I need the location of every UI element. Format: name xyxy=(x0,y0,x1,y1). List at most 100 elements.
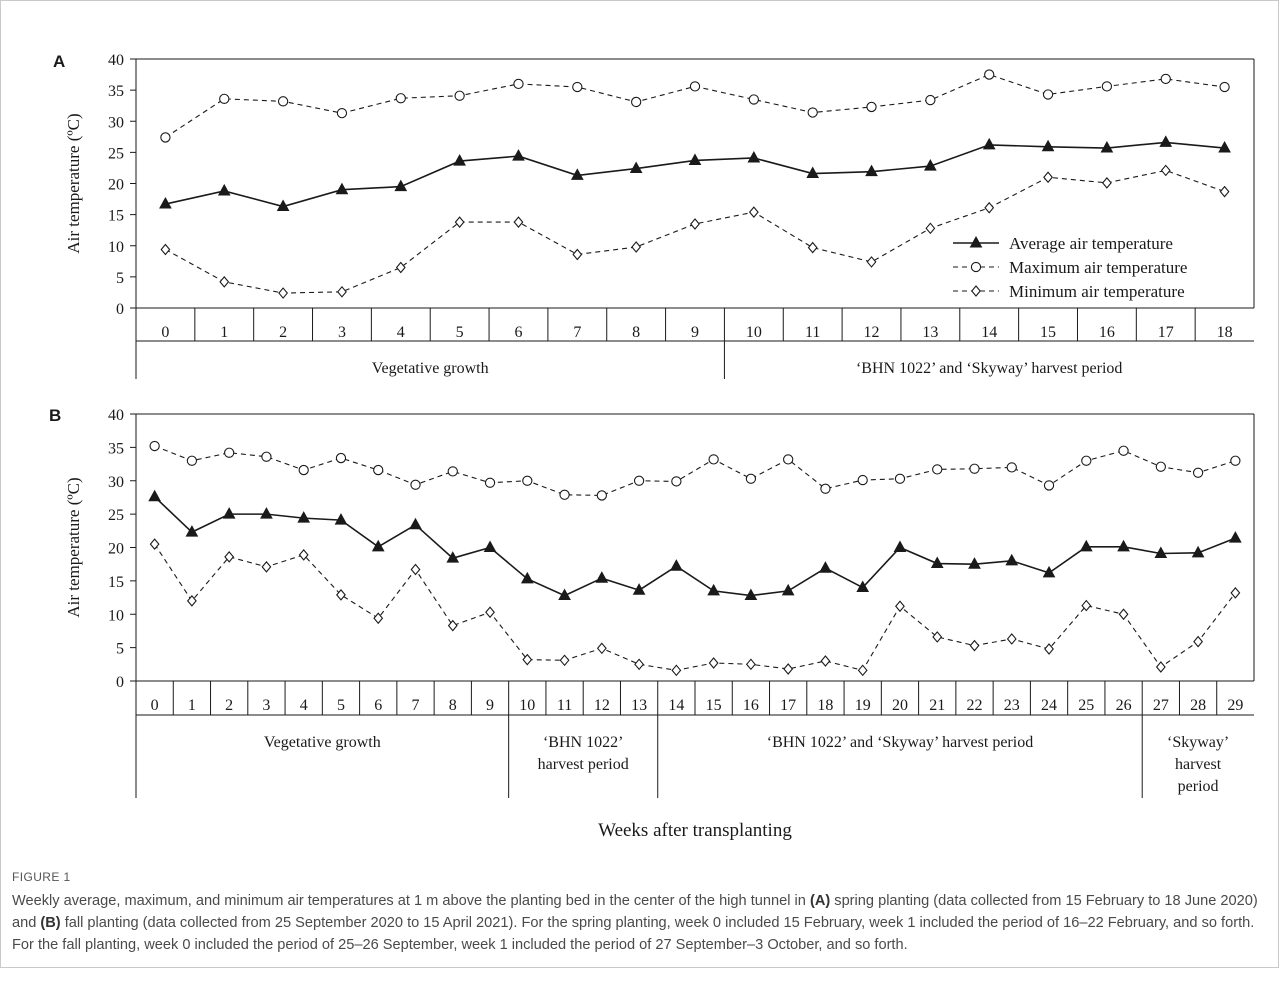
marker-circle xyxy=(1101,81,1113,92)
marker-triangle xyxy=(707,583,720,596)
x-tick-label: 0 xyxy=(161,324,169,341)
marker-diamond xyxy=(160,243,171,256)
marker-diamond xyxy=(634,658,645,671)
marker-circle xyxy=(925,94,936,106)
marker-circle xyxy=(186,455,198,466)
marker-circle xyxy=(572,81,583,93)
x-tick-label: 27 xyxy=(1153,697,1169,714)
x-tick-label: 13 xyxy=(922,324,938,341)
x-tick-label: 12 xyxy=(594,697,610,714)
series-line-triangle xyxy=(165,141,1225,208)
y-tick-label: 20 xyxy=(108,541,124,558)
marker-circle xyxy=(1043,480,1055,491)
y-tick-label: 0 xyxy=(116,301,124,318)
x-tick-label: 4 xyxy=(300,697,308,714)
x-tick-label: 1 xyxy=(188,697,196,714)
marker-circle xyxy=(410,479,421,490)
panel-letter: A xyxy=(53,52,65,71)
marker-diamond xyxy=(671,664,682,677)
marker-diamond xyxy=(969,639,980,652)
caption-part-4: fall planting (data collected from 25 Se… xyxy=(12,915,1255,953)
marker-triangle xyxy=(260,507,273,519)
x-tick-label: 26 xyxy=(1116,697,1132,714)
series-line-triangle xyxy=(154,496,1236,597)
x-tick-label: 3 xyxy=(338,324,346,341)
marker-diamond xyxy=(186,595,197,607)
marker-diamond xyxy=(820,655,831,667)
marker-triangle xyxy=(688,153,702,165)
x-tick-label: 18 xyxy=(1217,324,1233,341)
x-tick-label: 11 xyxy=(805,324,820,341)
marker-diamond xyxy=(572,248,583,261)
marker-diamond xyxy=(373,612,384,625)
marker-circle xyxy=(1006,462,1017,473)
y-tick-label: 5 xyxy=(116,270,124,287)
x-tick-label: 15 xyxy=(1040,324,1056,341)
x-tick-label: 2 xyxy=(225,697,233,714)
marker-circle xyxy=(447,466,458,477)
series-line-circle xyxy=(154,445,1236,496)
marker-diamond xyxy=(748,206,759,218)
marker-circle xyxy=(748,94,759,105)
marker-diamond xyxy=(395,261,406,274)
marker-triangle xyxy=(453,154,466,166)
y-tick-label: 10 xyxy=(108,607,124,624)
marker-diamond xyxy=(1230,587,1241,599)
period-label: ‘BHN 1022’ and ‘Skyway’ harvest period xyxy=(767,734,1033,751)
x-tick-label: 12 xyxy=(864,324,880,341)
y-tick-label: 15 xyxy=(108,574,124,591)
marker-diamond xyxy=(447,619,458,632)
x-tick-label: 11 xyxy=(557,697,572,714)
x-tick-label: 4 xyxy=(397,324,405,341)
marker-triangle xyxy=(1191,545,1205,558)
x-tick-label: 10 xyxy=(746,324,762,341)
marker-circle xyxy=(149,440,160,452)
marker-diamond xyxy=(336,589,346,601)
x-tick-label: 21 xyxy=(929,697,945,714)
marker-triangle xyxy=(334,513,348,525)
marker-triangle xyxy=(632,583,646,595)
marker-triangle xyxy=(148,489,161,502)
marker-triangle xyxy=(1229,531,1242,543)
x-tick-label: 28 xyxy=(1190,697,1206,714)
marker-circle xyxy=(1042,89,1054,100)
marker-diamond xyxy=(410,563,421,576)
marker-triangle xyxy=(276,199,290,212)
marker-triangle xyxy=(520,571,534,584)
marker-circle xyxy=(745,473,757,484)
marker-circle xyxy=(277,96,289,107)
marker-triangle xyxy=(968,557,981,569)
x-tick-label: 15 xyxy=(706,697,722,714)
marker-diamond xyxy=(454,216,465,228)
x-tick-label: 7 xyxy=(412,697,420,714)
marker-diamond xyxy=(745,658,756,671)
x-tick-label: 19 xyxy=(855,697,871,714)
marker-diamond xyxy=(337,285,347,298)
caption-part-3: (B) xyxy=(40,915,61,931)
x-tick-label: 10 xyxy=(519,697,535,714)
marker-triangle xyxy=(629,161,643,174)
marker-diamond xyxy=(1081,599,1092,612)
marker-circle xyxy=(596,490,607,501)
marker-diamond xyxy=(149,538,160,551)
legend-label: Average air temperature xyxy=(1009,234,1173,253)
y-tick-label: 0 xyxy=(116,674,124,691)
marker-circle xyxy=(335,452,347,464)
legend-label: Maximum air temperature xyxy=(1009,258,1187,277)
x-tick-label: 13 xyxy=(631,697,647,714)
marker-triangle xyxy=(806,166,820,179)
x-tick-label: 14 xyxy=(981,324,997,341)
marker-circle xyxy=(783,454,794,465)
marker-triangle xyxy=(297,511,311,523)
marker-diamond xyxy=(708,657,719,669)
x-tick-label: 2 xyxy=(279,324,287,341)
marker-triangle xyxy=(570,168,584,180)
y-tick-label: 35 xyxy=(108,440,124,457)
marker-diamond xyxy=(1006,633,1017,645)
marker-circle xyxy=(708,454,719,465)
marker-circle xyxy=(336,108,348,119)
x-tick-label: 16 xyxy=(743,697,759,714)
x-tick-label: 23 xyxy=(1004,697,1020,714)
